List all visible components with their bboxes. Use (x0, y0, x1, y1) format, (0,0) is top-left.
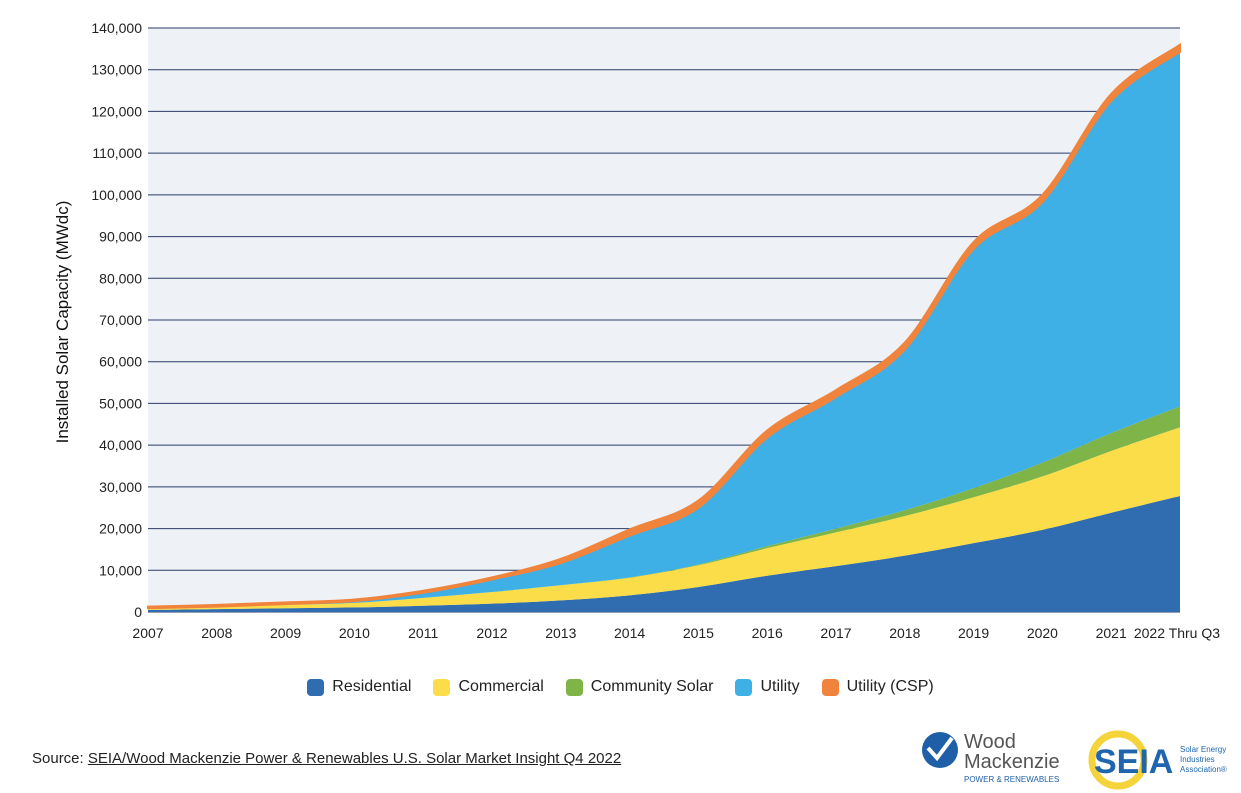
y-axis-label: Installed Solar Capacity (MWdc) (53, 201, 72, 444)
y-tick-label: 120,000 (91, 103, 142, 119)
legend-label: Community Solar (590, 678, 714, 695)
y-axis-ticks: 0 10,000 20,000 30,000 40,000 50,000 60,000 70,… (91, 20, 142, 620)
wood-mackenzie-line2: Mackenzie (964, 751, 1060, 773)
x-tick-label: 2020 (1027, 625, 1058, 641)
seia-logo: SEIA Solar Energy Industries Association… (1088, 730, 1227, 790)
legend-item: Community Solar (565, 678, 714, 696)
legend-swatch (821, 678, 839, 696)
y-tick-label: 110,000 (92, 145, 142, 161)
y-tick-label: 100,000 (91, 187, 142, 203)
x-tick-label: 2019 (958, 625, 989, 641)
source-note: Source: SEIA/Wood Mackenzie Power & Rene… (32, 750, 621, 767)
legend-label: Utility (760, 678, 800, 695)
wood-mackenzie-line1: Wood (964, 731, 1016, 753)
legend-swatch (433, 678, 451, 696)
y-tick-label: 50,000 (99, 395, 142, 411)
area-utility-csp (147, 42, 1181, 610)
legend-swatch (307, 678, 325, 696)
area-commercial (148, 427, 1180, 610)
x-tick-label: 2014 (614, 625, 645, 641)
y-tick-label: 70,000 (99, 312, 142, 328)
wood-mackenzie-logo: Wood Mackenzie POWER & RENEWABLES (922, 731, 1060, 784)
y-tick-label: 80,000 (99, 270, 142, 286)
source-link[interactable]: SEIA/Wood Mackenzie Power & Renewables U… (87, 750, 622, 767)
y-tick-label: 40,000 (99, 437, 142, 453)
seia-sun-icon (1088, 730, 1148, 790)
x-axis-ticks: 2007 2008 2009 2010 2011 2012 2013 2014 2015 2016… (132, 625, 1220, 641)
x-tick-label: 2008 (201, 625, 232, 641)
x-tick-label: 2010 (339, 625, 370, 641)
y-tick-label: 10,000 (99, 562, 142, 578)
stacked-area-chart: 0 10,000 20,000 30,000 40,000 50,000 60,000 70,… (53, 20, 1220, 641)
x-tick-label: 2022 Thru Q3 (1134, 625, 1220, 641)
x-tick-label: 2016 (752, 625, 783, 641)
x-tick-label: 2011 (408, 625, 438, 641)
x-tick-label: 2018 (889, 625, 920, 641)
legend-label: Utility (CSP) (846, 678, 934, 695)
source-prefix: Source: (32, 750, 88, 767)
legend-label: Commercial (458, 678, 544, 695)
series-areas (147, 42, 1181, 612)
wood-mackenzie-sub: POWER & RENEWABLES (964, 775, 1059, 784)
x-tick-label: 2015 (683, 625, 714, 641)
x-tick-label: 2007 (132, 625, 163, 641)
legend-label: Residential (332, 678, 412, 695)
x-tick-label: 2021 (1096, 625, 1127, 641)
seia-wordmark: SEIA (1094, 743, 1173, 781)
y-tick-label: 140,000 (91, 20, 142, 36)
x-tick-label: 2012 (476, 625, 507, 641)
seia-sub3: Association® (1180, 765, 1227, 774)
y-tick-label: 130,000 (91, 62, 142, 78)
x-tick-label: 2013 (545, 625, 576, 641)
chart-legend: Residential Commercial Community Solar Util… (0, 678, 1241, 696)
legend-swatch (735, 678, 753, 696)
x-tick-label: 2009 (270, 625, 301, 641)
legend-item: Commercial (433, 678, 544, 696)
legend-item: Utility (735, 678, 800, 696)
y-tick-label: 90,000 (99, 229, 142, 245)
legend-item: Residential (307, 678, 411, 696)
seia-sub2: Industries (1180, 755, 1215, 764)
y-tick-label: 0 (134, 604, 142, 620)
x-tick-label: 2017 (820, 625, 851, 641)
area-utility (148, 51, 1180, 609)
y-tick-label: 30,000 (99, 479, 142, 495)
legend-item: Utility (CSP) (821, 678, 934, 696)
y-tick-label: 60,000 (99, 354, 142, 370)
seia-sub1: Solar Energy (1180, 745, 1226, 754)
area-residential (148, 496, 1180, 612)
y-tick-label: 20,000 (99, 521, 142, 537)
legend-swatch (565, 678, 583, 696)
